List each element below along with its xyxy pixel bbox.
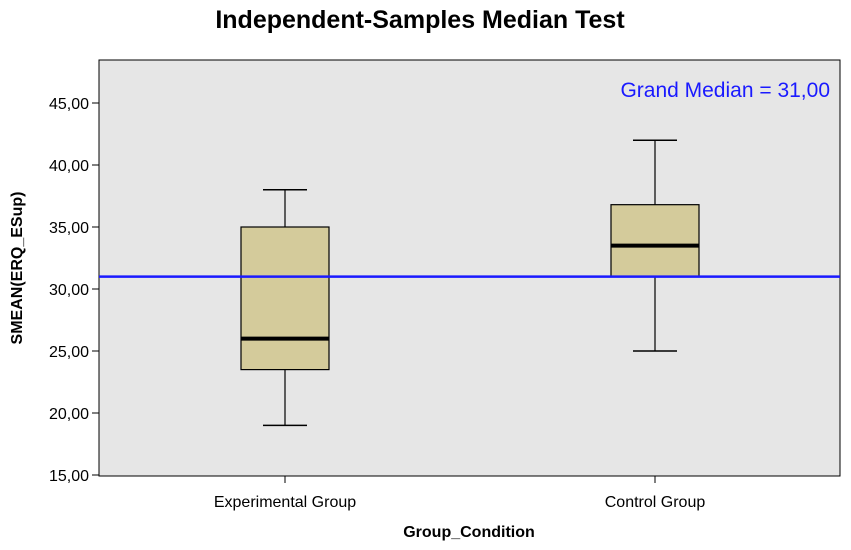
y-tick-label: 20,00 bbox=[49, 406, 89, 423]
y-axis: 15,00 20,00 25,00 30,00 35,00 40,00 45,00 bbox=[49, 96, 99, 485]
y-tick-label: 45,00 bbox=[49, 96, 89, 113]
y-tick-label: 30,00 bbox=[49, 282, 89, 299]
x-category-label: Control Group bbox=[605, 494, 706, 511]
y-tick-label: 15,00 bbox=[49, 468, 89, 485]
grand-median-label: Grand Median = 31,00 bbox=[620, 79, 830, 102]
x-axis: Experimental Group Control Group bbox=[214, 476, 705, 511]
iqr-box bbox=[610, 204, 700, 278]
boxplots bbox=[240, 139, 700, 427]
chart-title: Independent-Samples Median Test bbox=[215, 6, 625, 34]
y-axis-label: SMEAN(ERQ_ESup) bbox=[9, 192, 26, 345]
y-tick-label: 40,00 bbox=[49, 158, 89, 175]
boxplot-experimental-group bbox=[240, 189, 330, 427]
iqr-box bbox=[240, 226, 330, 371]
x-category-label: Experimental Group bbox=[214, 494, 356, 511]
boxplot-control-group bbox=[610, 139, 700, 352]
y-tick-label: 35,00 bbox=[49, 220, 89, 237]
x-axis-label: Group_Condition bbox=[403, 524, 535, 541]
y-tick-label: 25,00 bbox=[49, 344, 89, 361]
plot-area bbox=[98, 59, 841, 477]
